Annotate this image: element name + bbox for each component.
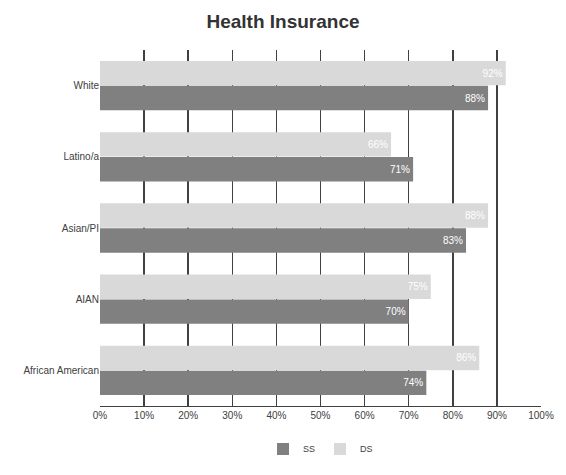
svg-text:70%: 70% [386, 306, 406, 317]
svg-text:80%: 80% [443, 410, 463, 421]
svg-text:60%: 60% [355, 410, 375, 421]
svg-text:SS: SS [303, 444, 315, 454]
svg-text:30%: 30% [222, 410, 242, 421]
svg-text:AIAN: AIAN [76, 294, 99, 305]
svg-text:88%: 88% [465, 93, 485, 104]
svg-text:0%: 0% [93, 410, 108, 421]
svg-text:10%: 10% [134, 410, 154, 421]
svg-text:Health Insurance: Health Insurance [206, 11, 359, 32]
svg-text:White: White [73, 80, 99, 91]
svg-text:83%: 83% [443, 235, 463, 246]
svg-text:88%: 88% [465, 210, 485, 221]
svg-text:African American: African American [23, 365, 99, 376]
svg-text:Latino/a: Latino/a [63, 151, 99, 162]
svg-text:92%: 92% [483, 68, 503, 79]
svg-text:74%: 74% [403, 377, 423, 388]
svg-text:Asian/PI: Asian/PI [62, 223, 99, 234]
svg-text:100%: 100% [528, 410, 554, 421]
svg-text:20%: 20% [178, 410, 198, 421]
svg-text:75%: 75% [408, 281, 428, 292]
svg-text:86%: 86% [456, 352, 476, 363]
svg-text:DS: DS [360, 444, 373, 454]
svg-text:70%: 70% [399, 410, 419, 421]
svg-text:40%: 40% [266, 410, 286, 421]
svg-text:71%: 71% [390, 164, 410, 175]
svg-text:50%: 50% [310, 410, 330, 421]
svg-text:90%: 90% [487, 410, 507, 421]
svg-text:66%: 66% [368, 139, 388, 150]
